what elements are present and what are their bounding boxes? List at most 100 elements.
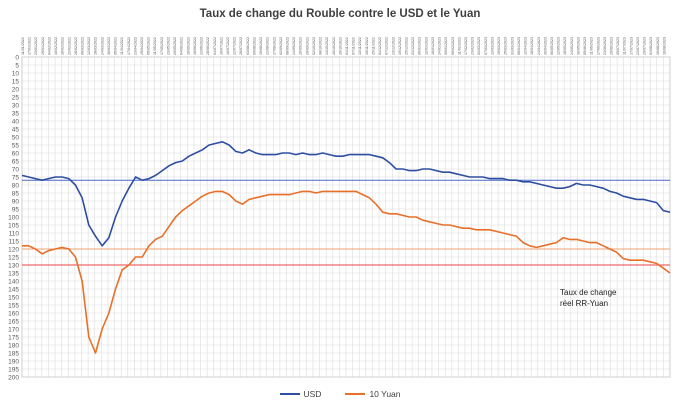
- legend-label-usd: USD: [303, 389, 322, 399]
- x-tick-label: 01/12/2022: [378, 37, 382, 55]
- x-tick-label: 17/01/2022: [28, 37, 32, 55]
- x-tick-label: 23/01/2022: [34, 37, 38, 55]
- x-tick-label: 13/11/2022: [358, 37, 362, 55]
- x-tick-label: 29/06/2023: [609, 37, 613, 55]
- x-tick-label: 22/02/2022: [67, 37, 71, 55]
- x-tick-label: 23/02/2023: [471, 37, 475, 55]
- y-tick-label: 190: [8, 359, 19, 366]
- x-tick-label: 10/08/2023: [656, 37, 660, 55]
- x-tick-label: 21/08/2022: [266, 37, 270, 55]
- y-tick-label: 175: [8, 335, 19, 342]
- x-tick-label: 28/07/2022: [239, 37, 243, 55]
- y-tick-label: 40: [12, 119, 20, 126]
- x-tick-label: 12/05/2023: [557, 37, 561, 55]
- y-tick-label: 95: [12, 207, 20, 214]
- x-tick-label: 22/06/2022: [200, 37, 204, 55]
- grid-layer: [21, 56, 671, 378]
- x-tick-label: 29/07/2023: [643, 37, 647, 55]
- x-tick-label: 18/03/2022: [94, 37, 98, 55]
- y-tick-label: 65: [12, 159, 20, 166]
- x-tick-label: 06/01/2023: [418, 37, 422, 55]
- x-tick-label: 17/05/2022: [160, 37, 164, 55]
- y-tick-label: 185: [8, 351, 19, 358]
- y-tick-label: 130: [8, 263, 19, 270]
- x-tick-label: 29/05/2022: [173, 37, 177, 55]
- x-tick-label: 04/06/2022: [180, 37, 184, 55]
- series-line-yuan: [22, 190, 671, 354]
- x-tick-label: 25/11/2022: [371, 37, 375, 55]
- x-tick-label: 27/08/2022: [272, 37, 276, 55]
- x-tick-label: 30/03/2022: [107, 37, 111, 55]
- x-tick-label: 17/02/2023: [464, 37, 468, 55]
- x-tick-label: 10/06/2022: [186, 37, 190, 55]
- x-tick-label: 17/07/2023: [629, 37, 633, 55]
- x-tick-label: 24/03/2022: [100, 37, 104, 55]
- y-tick-label: 50: [12, 135, 20, 142]
- y-tick-label: 110: [9, 231, 20, 238]
- x-tick-label: 20/10/2022: [332, 37, 336, 55]
- y-tick-label: 180: [8, 343, 19, 350]
- x-tick-label: 06/04/2023: [517, 37, 521, 55]
- x-tick-label: 29/04/2022: [140, 37, 144, 55]
- y-tick-label: 145: [8, 287, 19, 294]
- y-tick-label: 85: [12, 191, 20, 198]
- reference-lines-layer: [22, 179, 670, 266]
- x-tick-label: 18/01/2023: [431, 37, 435, 55]
- x-tick-label: 25/03/2023: [504, 37, 508, 55]
- x-tick-label: 14/09/2022: [292, 37, 296, 55]
- y-tick-label: 45: [12, 127, 20, 134]
- x-tick-label: 20/09/2022: [299, 37, 303, 55]
- y-tick-label: 15: [12, 79, 20, 86]
- y-tick-label: 140: [8, 279, 19, 286]
- y-tick-label: 25: [12, 95, 20, 102]
- x-tick-label: 04/08/2023: [649, 37, 653, 55]
- x-tick-label: 07/03/2023: [484, 37, 488, 55]
- x-tick-label: 23/06/2023: [603, 37, 607, 55]
- x-tick-label: 13/12/2022: [391, 37, 395, 55]
- x-tick-label: 01/11/2022: [345, 37, 349, 55]
- x-tick-label: 05/05/2022: [147, 37, 151, 55]
- x-tick-label: 10/02/2022: [54, 37, 58, 55]
- x-tick-label: 05/06/2023: [583, 37, 587, 55]
- legend-item-yuan: 10 Yuan: [345, 389, 401, 399]
- chart-legend: USD 10 Yuan: [0, 389, 680, 399]
- x-tick-label: 23/04/2022: [133, 37, 137, 55]
- y-tick-label: 5: [15, 63, 19, 70]
- x-tick-label: 22/07/2022: [233, 37, 237, 55]
- y-tick-label: 125: [8, 255, 19, 262]
- y-tick-label: 150: [8, 295, 19, 302]
- y-tick-label: 75: [12, 175, 20, 182]
- y-tick-label: 165: [8, 319, 19, 326]
- x-tick-label: 08/10/2022: [319, 37, 323, 55]
- series-layer: [21, 141, 671, 354]
- x-tick-label: 12/04/2023: [524, 37, 528, 55]
- x-tick-label: 11/05/2022: [153, 37, 157, 55]
- x-tick-label: 25/12/2022: [405, 37, 409, 55]
- x-tick-label: 16/08/2023: [662, 37, 666, 55]
- chart-annotation: Taux de change réel RR-Yuan: [560, 287, 617, 309]
- x-tick-label: 30/05/2023: [576, 37, 580, 55]
- x-tick-label: 11/01/2022: [21, 37, 25, 55]
- x-tick-label: 02/10/2022: [312, 37, 316, 55]
- x-tick-label: 26/09/2022: [305, 37, 309, 55]
- x-tick-label: 18/05/2023: [563, 37, 567, 55]
- x-tick-label: 06/05/2023: [550, 37, 554, 55]
- x-tick-label: 28/06/2022: [206, 37, 210, 55]
- x-tick-label: 12/01/2023: [424, 37, 428, 55]
- annotation-line-1: Taux de change: [560, 288, 617, 297]
- x-tick-label: 13/03/2023: [490, 37, 494, 55]
- x-tick-label: 15/08/2022: [259, 37, 263, 55]
- x-tick-label: 11/02/2023: [457, 37, 461, 55]
- x-tick-label: 17/06/2023: [596, 37, 600, 55]
- x-tick-label: 24/05/2023: [570, 37, 574, 55]
- x-tick-label: 31/03/2023: [510, 37, 514, 55]
- x-tick-label: 02/09/2022: [279, 37, 283, 55]
- x-tick-label: 04/07/2022: [213, 37, 217, 55]
- x-tick-label: 11/04/2022: [120, 37, 124, 55]
- x-tick-label: 11/06/2023: [590, 37, 594, 55]
- y-tick-label: 35: [12, 111, 20, 118]
- y-tick-label: 120: [8, 247, 19, 254]
- x-tick-label: 29/01/2022: [41, 37, 45, 55]
- chart-title: Taux de change du Rouble contre le USD e…: [199, 8, 481, 20]
